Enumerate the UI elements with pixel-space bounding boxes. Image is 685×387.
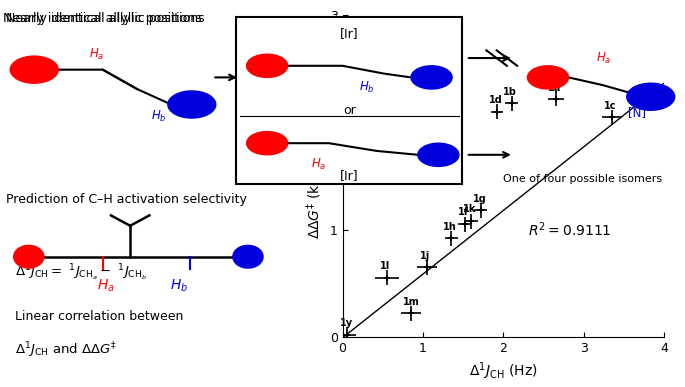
Text: $H_a$: $H_a$ xyxy=(311,158,326,173)
Text: 1k: 1k xyxy=(463,204,476,214)
Circle shape xyxy=(10,56,58,83)
Text: 1d: 1d xyxy=(488,96,502,105)
Text: 1f: 1f xyxy=(458,207,469,217)
Text: Prediction of C–H activation selectivity: Prediction of C–H activation selectivity xyxy=(6,194,247,207)
Text: 1g: 1g xyxy=(473,194,486,204)
Circle shape xyxy=(418,143,459,166)
Text: or: or xyxy=(343,104,356,117)
Text: $H_b$: $H_b$ xyxy=(359,80,374,95)
Circle shape xyxy=(627,83,675,110)
Text: One of four possible isomers: One of four possible isomers xyxy=(503,174,662,184)
Circle shape xyxy=(233,245,263,268)
X-axis label: $\Delta^1 J_{\rm CH}$ (Hz): $\Delta^1 J_{\rm CH}$ (Hz) xyxy=(469,360,538,382)
Text: 1y: 1y xyxy=(340,318,353,328)
Text: 1h: 1h xyxy=(443,222,456,232)
Y-axis label: $\Delta\Delta G^{\ddagger}$ (kcal mol$^{-1}$): $\Delta\Delta G^{\ddagger}$ (kcal mol$^{… xyxy=(305,113,324,239)
Circle shape xyxy=(168,91,216,118)
Text: 1a: 1a xyxy=(547,82,561,92)
Text: Nearly identical allylic positions: Nearly identical allylic positions xyxy=(6,12,205,25)
Circle shape xyxy=(527,66,569,89)
Text: 1m: 1m xyxy=(403,297,419,307)
Text: $R^2 = 0.9111$: $R^2 = 0.9111$ xyxy=(527,220,611,239)
Text: [Ir]: [Ir] xyxy=(340,169,359,182)
Text: $\Delta^1 J_{\rm CH} = \ ^1J_{{\rm CH}_a} - \ ^1J_{{\rm CH}_b}$: $\Delta^1 J_{\rm CH} = \ ^1J_{{\rm CH}_a… xyxy=(15,263,147,283)
Circle shape xyxy=(14,245,44,268)
Circle shape xyxy=(411,66,452,89)
Text: $H_b$: $H_b$ xyxy=(151,109,166,124)
Text: [N]: [N] xyxy=(628,106,646,119)
Text: Nearly identical allylic positions: Nearly identical allylic positions xyxy=(3,12,202,25)
Text: [Ir]: [Ir] xyxy=(340,27,359,40)
Text: 1c: 1c xyxy=(604,101,616,111)
FancyBboxPatch shape xyxy=(236,17,462,184)
Text: 1b: 1b xyxy=(503,87,517,97)
Text: $\Delta^1 J_{\rm CH}$ and $\Delta\Delta G^{\ddagger}$: $\Delta^1 J_{\rm CH}$ and $\Delta\Delta … xyxy=(15,341,117,360)
Text: Linear correlation between: Linear correlation between xyxy=(15,310,184,323)
Text: $H_a$: $H_a$ xyxy=(596,51,611,66)
Text: $H_b$: $H_b$ xyxy=(171,277,188,294)
Text: 1l: 1l xyxy=(380,261,390,271)
Text: $H_a$: $H_a$ xyxy=(89,47,104,62)
Text: $H_a$: $H_a$ xyxy=(97,277,114,294)
Text: 1j: 1j xyxy=(421,251,431,261)
Circle shape xyxy=(247,54,288,77)
Circle shape xyxy=(247,132,288,155)
